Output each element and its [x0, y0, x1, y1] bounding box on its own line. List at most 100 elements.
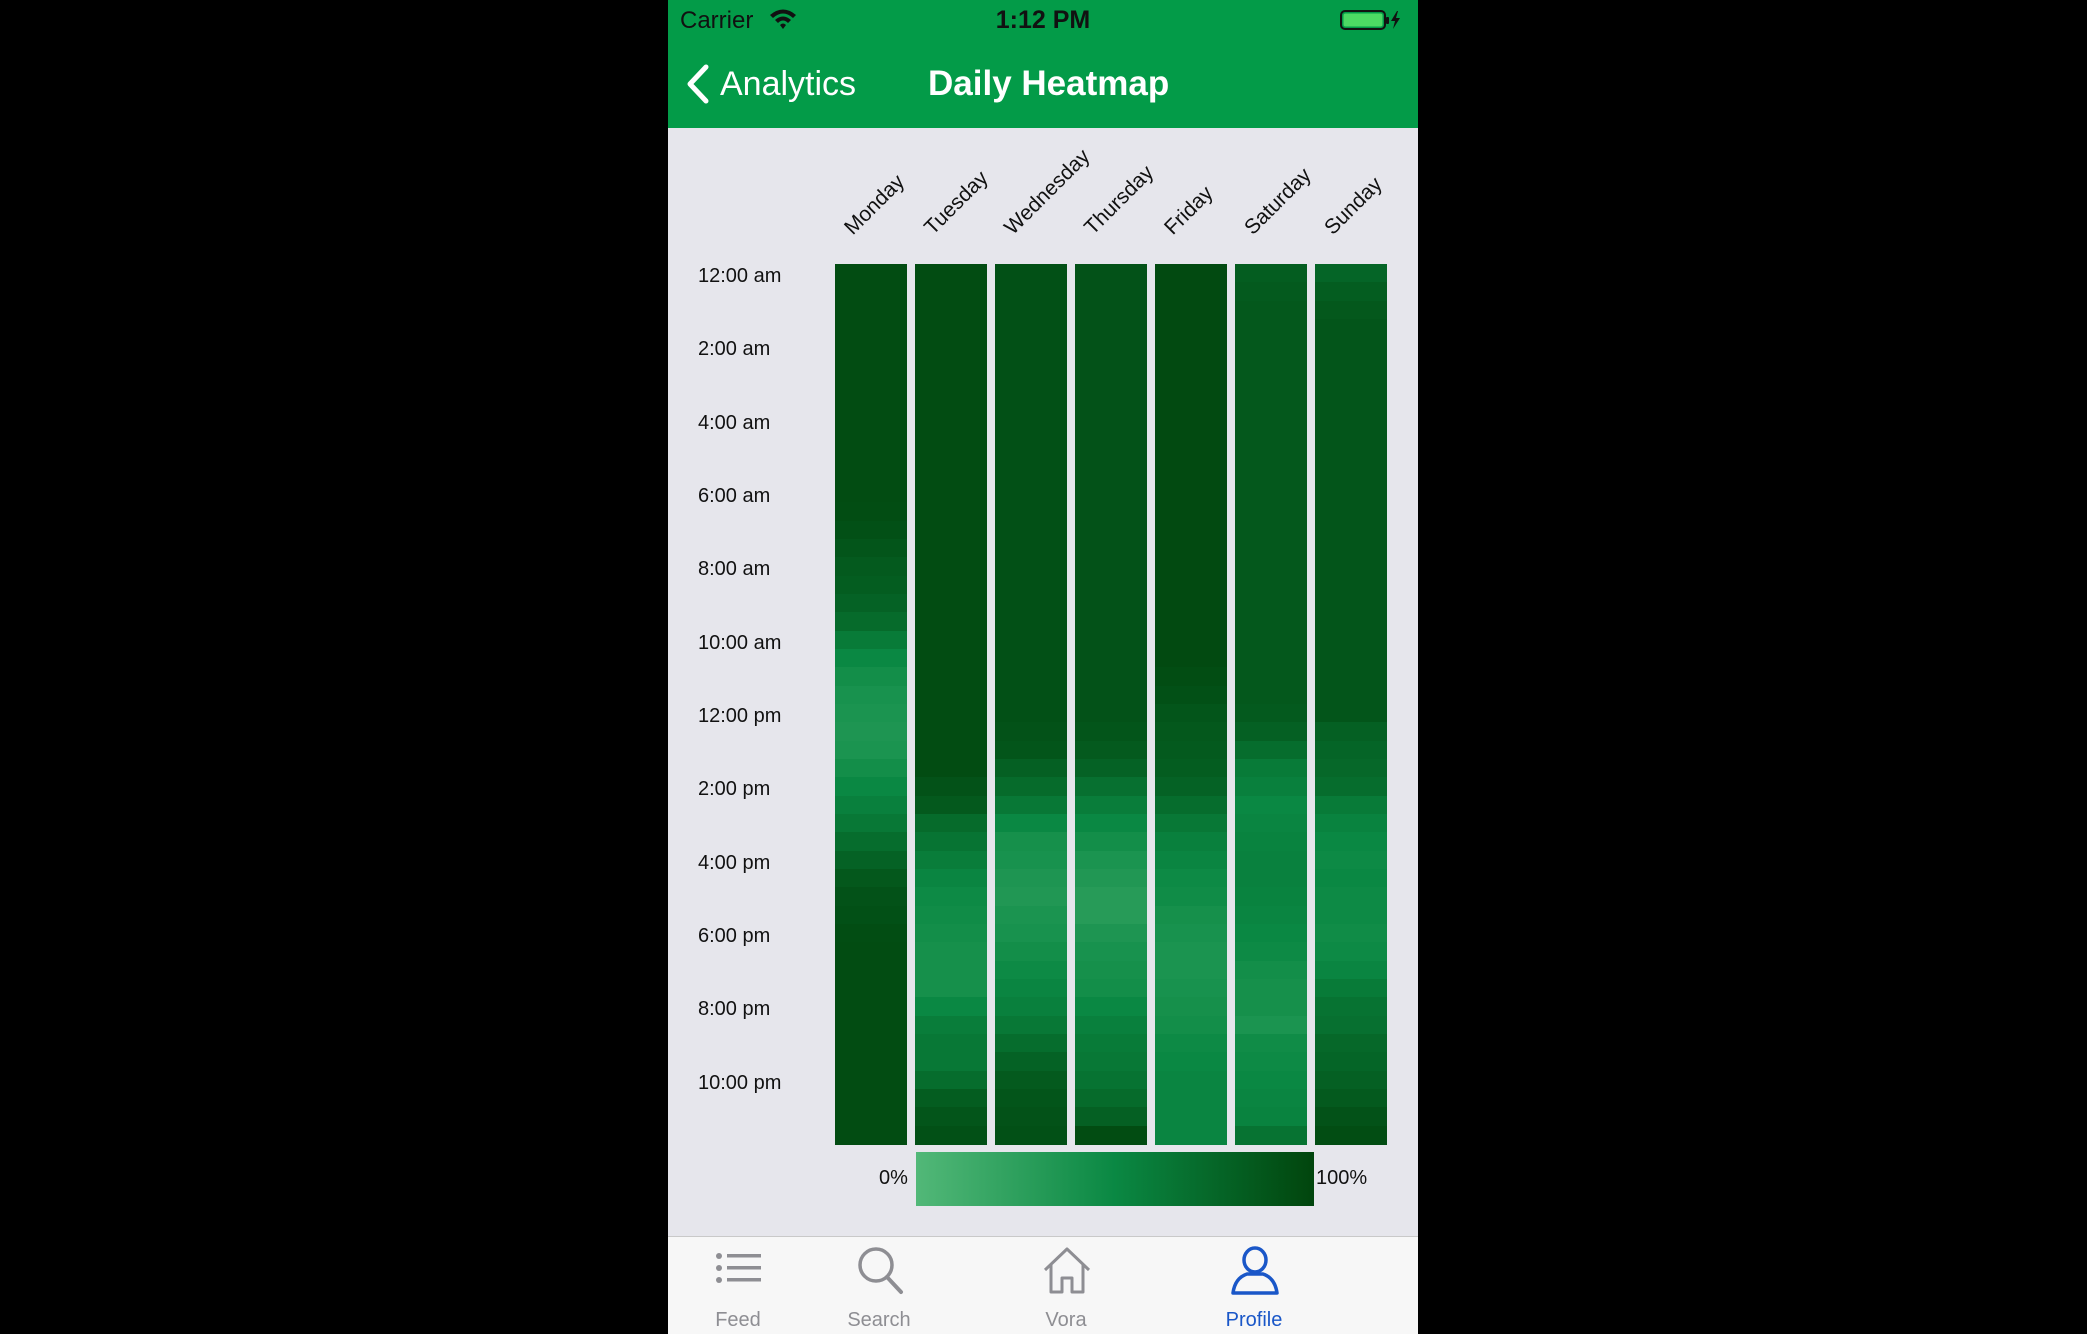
heatmap-column: [1315, 264, 1387, 1145]
heatmap-cell: [835, 942, 907, 962]
heatmap-cell: [915, 649, 987, 668]
heatmap-cell: [835, 685, 907, 705]
day-label: Monday: [840, 170, 910, 240]
heatmap-cell: [1155, 850, 1227, 870]
heatmap-cell: [835, 337, 907, 357]
tab-label: Search: [847, 1309, 911, 1331]
heatmap-cell: [915, 392, 987, 412]
status-time: 1:12 PM: [995, 6, 1091, 34]
heatmap-cell: [835, 832, 907, 852]
heatmap-cell: [1235, 795, 1307, 815]
heatmap-cell: [1075, 850, 1147, 870]
heatmap-cell: [1075, 337, 1147, 357]
heatmap-cell: [915, 722, 987, 742]
heatmap-cell: [1155, 1107, 1227, 1127]
heatmap-cell: [835, 282, 907, 302]
heatmap-cell: [1315, 612, 1387, 632]
heatmap-cell: [915, 410, 987, 430]
wifi-icon: [770, 9, 796, 29]
heatmap-cell: [995, 594, 1067, 613]
heatmap-cell: [835, 429, 907, 448]
day-label: Saturday: [1240, 163, 1316, 240]
heatmap-cell: [835, 520, 907, 540]
heatmap-cell: [995, 392, 1067, 412]
tab-bar: Feed Search Vora Profile: [668, 1236, 1418, 1334]
heatmap-cell: [1235, 685, 1307, 705]
heatmap-cell: [1315, 869, 1387, 888]
heatmap-cell: [915, 575, 987, 595]
heatmap-cell: [1075, 832, 1147, 852]
heatmap-cell: [1235, 979, 1307, 998]
day-label: Sunday: [1320, 172, 1387, 240]
heatmap-cell: [835, 374, 907, 393]
heatmap-cell: [835, 557, 907, 577]
heatmap-cell: [1235, 1107, 1307, 1127]
heatmap-cell: [1235, 832, 1307, 852]
back-button[interactable]: Analytics: [684, 62, 856, 106]
tab-search[interactable]: Search: [809, 1237, 949, 1334]
heatmap-cell: [1315, 557, 1387, 577]
heatmap-cell: [1075, 465, 1147, 485]
heatmap-cell: [835, 410, 907, 430]
heatmap-cell: [1075, 410, 1147, 430]
heatmap-cell: [1315, 282, 1387, 302]
heatmap-cell: [1235, 447, 1307, 467]
search-icon: [858, 1247, 903, 1294]
legend-color-scale: [916, 1152, 1314, 1206]
heatmap-cell: [1235, 814, 1307, 833]
heatmap-cell: [1155, 960, 1227, 980]
heatmap-cell: [995, 337, 1067, 357]
heatmap-cell: [995, 447, 1067, 467]
heatmap-cell: [1235, 594, 1307, 613]
heatmap-cell: [835, 795, 907, 815]
heatmap-column: [1075, 264, 1147, 1145]
heatmap-cell: [1075, 1052, 1147, 1072]
heatmap-cell: [995, 905, 1067, 925]
heatmap-cell: [1075, 722, 1147, 742]
heatmap-cell: [1075, 447, 1147, 467]
heatmap-cell: [915, 850, 987, 870]
day-label: Tuesday: [920, 166, 993, 240]
heatmap-cell: [995, 282, 1067, 302]
time-label: 12:00 am: [698, 265, 782, 287]
heatmap-cell: [1315, 832, 1387, 852]
heatmap-cell: [1315, 1125, 1387, 1145]
heatmap-cell: [915, 942, 987, 962]
heatmap-cell: [1235, 1070, 1307, 1090]
heatmap-cell: [1315, 319, 1387, 338]
heatmap-cell: [1075, 759, 1147, 778]
heatmap-cell: [835, 612, 907, 632]
heatmap-cell: [1155, 685, 1227, 705]
heatmap-cell: [1155, 282, 1227, 302]
heatmap-cell: [1235, 337, 1307, 357]
heatmap-cell: [1155, 704, 1227, 723]
tab-vora[interactable]: Vora: [996, 1237, 1136, 1334]
heatmap-cell: [835, 594, 907, 613]
heatmap-cell: [1235, 282, 1307, 302]
heatmap-cell: [995, 502, 1067, 522]
heatmap-cell: [915, 795, 987, 815]
heatmap-cell: [1315, 942, 1387, 962]
heatmap-cell: [1235, 905, 1307, 925]
heatmap-cell: [1315, 1107, 1387, 1127]
time-label: 6:00 am: [698, 485, 771, 507]
tab-profile[interactable]: Profile: [1184, 1237, 1324, 1334]
tab-feed[interactable]: Feed: [668, 1237, 808, 1334]
heatmap-cell: [995, 1107, 1067, 1127]
heatmap-cell: [1155, 759, 1227, 778]
tab-label: Profile: [1225, 1309, 1283, 1331]
heatmap-cell: [1155, 722, 1227, 742]
heatmap-cell: [915, 374, 987, 393]
heatmap-cell: [1155, 814, 1227, 833]
heatmap-cell: [835, 300, 907, 320]
heatmap-cell: [995, 685, 1067, 705]
heatmap-cell: [1155, 484, 1227, 503]
heatmap-cell: [835, 502, 907, 522]
heatmap-cell: [1315, 795, 1387, 815]
day-label: Friday: [1160, 181, 1218, 240]
heatmap-cell: [915, 429, 987, 448]
heatmap-cell: [1235, 777, 1307, 797]
heatmap-cell: [1075, 887, 1147, 907]
heatmap-cell: [915, 740, 987, 760]
heatmap-cell: [1155, 337, 1227, 357]
